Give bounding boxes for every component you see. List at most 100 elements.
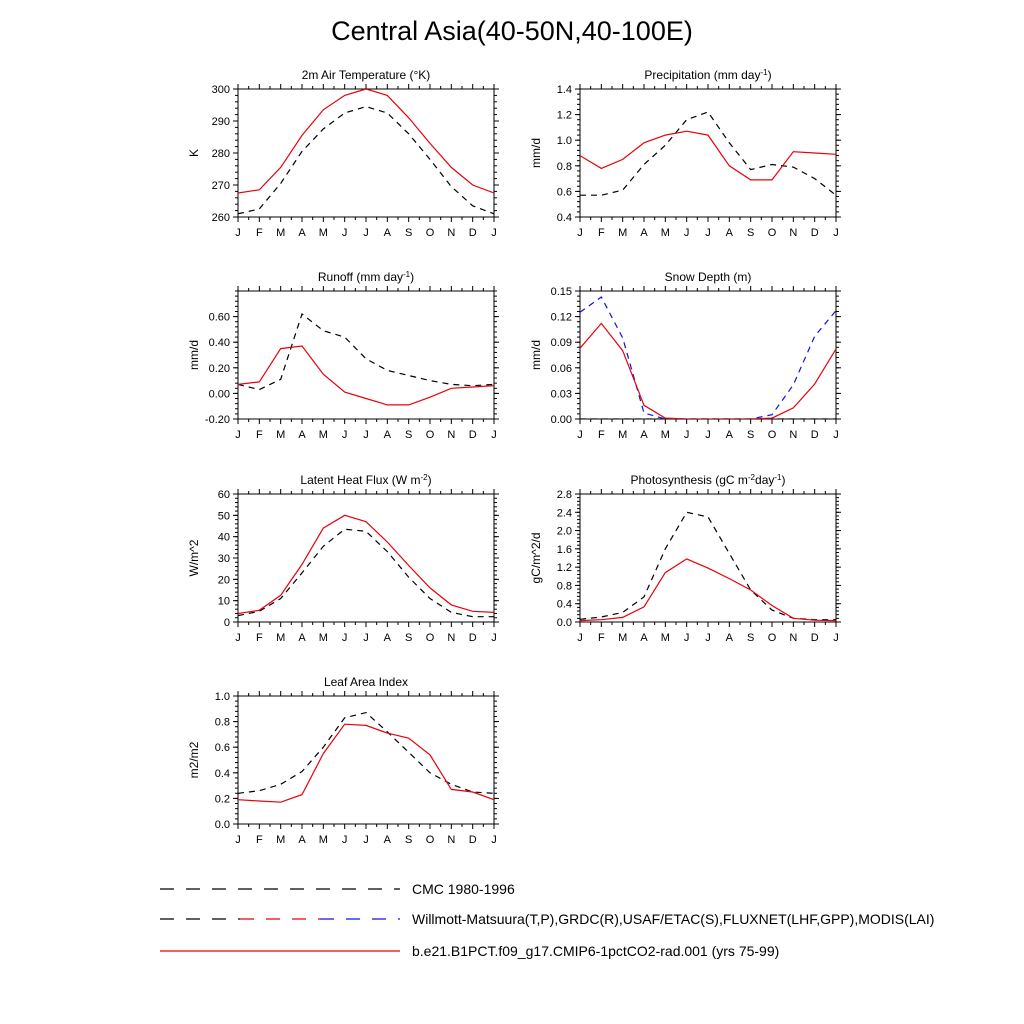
- chart-panel-6: J F M A M J J A S O N D J 0.0 0.4 0.8 1.2 1.6 2.0 2.4 2.8 gC/…: [529, 473, 841, 644]
- legend-label: b.e21.B1PCT.f09_g17.CMIP6-1pctCO2-rad.00…: [412, 943, 779, 959]
- x-tick-label: F: [256, 227, 263, 239]
- x-tick-label: M: [276, 429, 285, 441]
- x-tick-label: J: [705, 227, 711, 239]
- x-tick-label: J: [491, 429, 497, 441]
- x-tick-label: S: [405, 834, 412, 846]
- x-tick-label: J: [684, 429, 690, 441]
- x-tick-label: M: [276, 834, 285, 846]
- x-tick-label: A: [298, 834, 306, 846]
- y-tick-label: 30: [218, 553, 230, 565]
- y-axis-label: W/m^2: [187, 539, 201, 576]
- y-tick-label: 270: [212, 180, 230, 192]
- x-tick-label: J: [684, 227, 690, 239]
- plot-frame: [237, 88, 495, 218]
- series-line-obs: [238, 711, 494, 794]
- x-tick-label: S: [747, 429, 754, 441]
- y-tick-label: 1.0: [557, 135, 572, 147]
- y-axis-label: m2/m2: [187, 741, 201, 778]
- series-line-model: [580, 322, 836, 419]
- x-tick-label: O: [768, 429, 777, 441]
- x-tick-label: D: [469, 834, 477, 846]
- x-tick-label: A: [640, 632, 648, 644]
- x-tick-label: A: [640, 429, 648, 441]
- x-tick-label: F: [598, 429, 605, 441]
- y-tick-label: 0.15: [551, 286, 572, 298]
- y-tick-label: 0.8: [557, 580, 572, 592]
- y-tick-label: 0.20: [209, 363, 230, 375]
- x-tick-label: S: [747, 632, 754, 644]
- x-tick-label: D: [469, 632, 477, 644]
- x-tick-label: O: [768, 632, 777, 644]
- x-tick-label: J: [342, 834, 348, 846]
- chart-panel-4: J F M A M J J A S O N D J 0.00 0.03 0.06 0.09 0.12 0.15 mm/…: [529, 270, 841, 441]
- x-tick-label: M: [661, 227, 670, 239]
- y-tick-label: 1.2: [557, 110, 572, 122]
- x-tick-label: O: [426, 834, 435, 846]
- y-tick-label: 0.0: [557, 617, 572, 629]
- y-tick-label: 0.8: [215, 717, 230, 729]
- y-axis-label: mm/d: [529, 340, 543, 370]
- x-tick-label: J: [363, 227, 369, 239]
- x-tick-label: J: [363, 834, 369, 846]
- x-tick-label: A: [726, 632, 734, 644]
- y-tick-label: 50: [218, 510, 230, 522]
- y-tick-label: 280: [212, 148, 230, 160]
- x-tick-label: O: [768, 227, 777, 239]
- plot-frame: [579, 493, 837, 623]
- x-tick-label: J: [342, 429, 348, 441]
- x-tick-label: M: [618, 429, 627, 441]
- y-tick-label: 60: [218, 489, 230, 501]
- x-tick-label: J: [235, 632, 241, 644]
- x-tick-label: D: [811, 227, 819, 239]
- x-tick-label: O: [426, 632, 435, 644]
- legend: CMC 1980-1996 Willmott-Matsuura(T,P),GRDC…: [160, 881, 934, 959]
- y-tick-label: 260: [212, 212, 230, 224]
- panel-title: Leaf Area Index: [324, 675, 408, 689]
- x-tick-label: J: [235, 834, 241, 846]
- x-tick-label: J: [577, 632, 583, 644]
- y-axis-label: K: [187, 149, 201, 157]
- x-tick-label: A: [726, 429, 734, 441]
- y-tick-label: -0.20: [205, 414, 230, 426]
- panel-title: Runoff (mm day-1): [318, 270, 414, 284]
- x-tick-label: F: [598, 632, 605, 644]
- x-tick-label: O: [426, 429, 435, 441]
- x-tick-label: S: [405, 632, 412, 644]
- y-tick-label: 10: [218, 596, 230, 608]
- y-tick-label: 1.2: [557, 562, 572, 574]
- x-tick-label: J: [833, 632, 839, 644]
- x-tick-label: N: [789, 429, 797, 441]
- y-tick-label: 0.06: [551, 363, 572, 375]
- x-tick-label: M: [661, 429, 670, 441]
- series-line-model: [238, 723, 494, 803]
- x-tick-label: A: [298, 227, 306, 239]
- x-tick-label: S: [405, 227, 412, 239]
- y-tick-label: 0.00: [551, 414, 572, 426]
- x-tick-label: D: [811, 429, 819, 441]
- y-tick-label: 0.09: [551, 337, 572, 349]
- y-axis-label: mm/d: [529, 138, 543, 168]
- x-tick-label: M: [661, 632, 670, 644]
- x-tick-label: J: [235, 227, 241, 239]
- x-tick-label: J: [342, 632, 348, 644]
- plot-frame: [237, 493, 495, 623]
- chart-panel-2: J F M A M J J A S O N D J 0.4 0.6 0.8 1.0 1.2 1.4 mm/d Preci…: [529, 68, 841, 239]
- plot-frame: [237, 695, 495, 825]
- y-tick-label: 20: [218, 574, 230, 586]
- y-tick-label: 0.2: [215, 793, 230, 805]
- x-tick-label: S: [747, 227, 754, 239]
- x-tick-label: A: [384, 632, 392, 644]
- panel-title: 2m Air Temperature (°K): [302, 68, 431, 82]
- series-line-obs_alt: [580, 296, 836, 419]
- x-tick-label: M: [618, 227, 627, 239]
- x-tick-label: A: [384, 227, 392, 239]
- y-tick-label: 0: [224, 617, 230, 629]
- x-tick-label: D: [469, 429, 477, 441]
- x-tick-label: J: [342, 227, 348, 239]
- x-tick-label: J: [833, 429, 839, 441]
- x-tick-label: S: [405, 429, 412, 441]
- y-tick-label: 1.4: [557, 84, 572, 96]
- x-tick-label: N: [447, 834, 455, 846]
- y-tick-label: 2.4: [557, 507, 572, 519]
